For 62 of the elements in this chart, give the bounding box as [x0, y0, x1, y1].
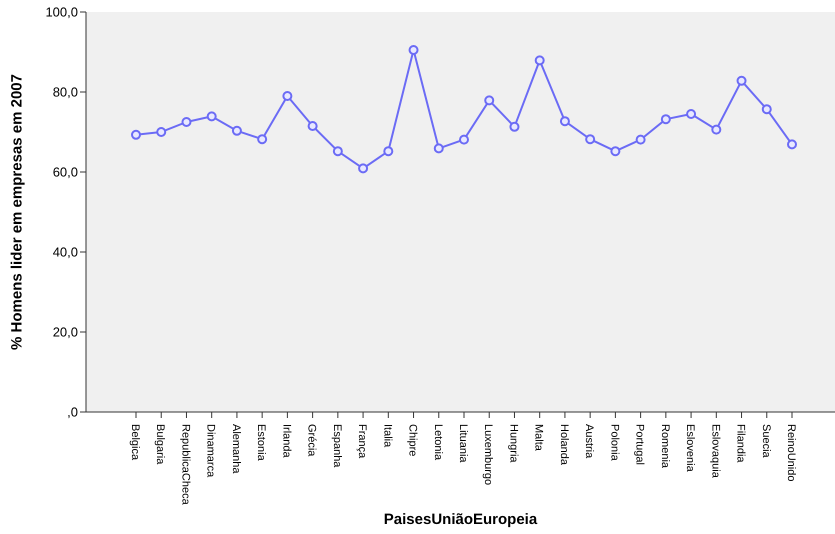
- x-tick-label: Espanha: [330, 424, 343, 468]
- x-tick-label: França: [356, 424, 368, 460]
- y-tick-label: 80,0: [52, 84, 78, 100]
- x-tick-label: Lituania: [457, 424, 469, 464]
- x-tick-label: Bulgaria: [154, 424, 166, 466]
- point: [282, 91, 292, 101]
- point: [610, 146, 620, 156]
- point: [358, 163, 368, 174]
- x-tick-label: Chipre: [406, 424, 419, 456]
- x-tick-label: ReinoUnido: [785, 424, 797, 482]
- x-tick-label: Austria: [583, 424, 596, 460]
- x-tick-label: Eslovenia: [684, 424, 696, 473]
- point: [686, 109, 696, 119]
- x-tick-label: Polonia: [608, 424, 620, 462]
- point: [332, 146, 343, 156]
- x-tick-label: Romenia: [658, 424, 671, 469]
- point: [736, 76, 747, 86]
- point: [484, 95, 494, 106]
- y-tick-label: 40,0: [52, 244, 78, 260]
- point: [232, 126, 242, 136]
- point: [711, 124, 722, 135]
- x-tick-label: Malta: [532, 424, 545, 452]
- point: [131, 130, 141, 140]
- point: [636, 134, 646, 145]
- point: [308, 121, 318, 131]
- point: [408, 45, 419, 55]
- point: [459, 134, 469, 145]
- point: [181, 117, 192, 127]
- point: [257, 134, 268, 144]
- x-axis-title: PaisesUniãoEuropeia: [384, 511, 538, 528]
- x-tick-label: Hungria: [507, 424, 520, 464]
- x-tick-label: Dinamarca: [204, 424, 217, 478]
- x-tick-label: Portugal: [634, 424, 646, 465]
- x-tick-label: Belgica: [129, 424, 141, 461]
- x-tick-label: Alemanha: [230, 424, 242, 474]
- x-tick-label: Eslovaquia: [709, 424, 722, 479]
- x-tick-label: Suecia: [760, 424, 772, 459]
- x-tick-label: Luxemburgo: [482, 424, 494, 486]
- y-tick-label: 100,0: [45, 4, 78, 20]
- x-tick-label: Irlanda: [280, 424, 292, 459]
- point: [787, 139, 797, 150]
- point: [509, 122, 520, 132]
- x-tick-label: Italia: [381, 424, 394, 448]
- point: [434, 143, 444, 154]
- point: [156, 127, 166, 137]
- x-tick-label: Grécia: [306, 424, 318, 458]
- point: [383, 146, 394, 156]
- point: [560, 116, 570, 126]
- y-axis-title: % Homens lider em empresas em 2007: [8, 74, 26, 350]
- point: [206, 111, 217, 122]
- x-tick-label: Holanda: [558, 424, 570, 466]
- y-tick-label: ,0: [67, 404, 78, 420]
- point: [660, 114, 671, 124]
- point: [585, 134, 596, 144]
- point: [762, 104, 772, 114]
- x-tick-label: Filandia: [734, 424, 747, 464]
- x-tick-label: RepublicaCheca: [179, 424, 192, 506]
- y-tick-label: 20,0: [52, 324, 78, 340]
- point: [534, 55, 545, 66]
- y-tick-label: 60,0: [52, 164, 78, 180]
- x-tick-label: Letonia: [432, 424, 444, 461]
- x-tick-label: Estonia: [255, 424, 268, 462]
